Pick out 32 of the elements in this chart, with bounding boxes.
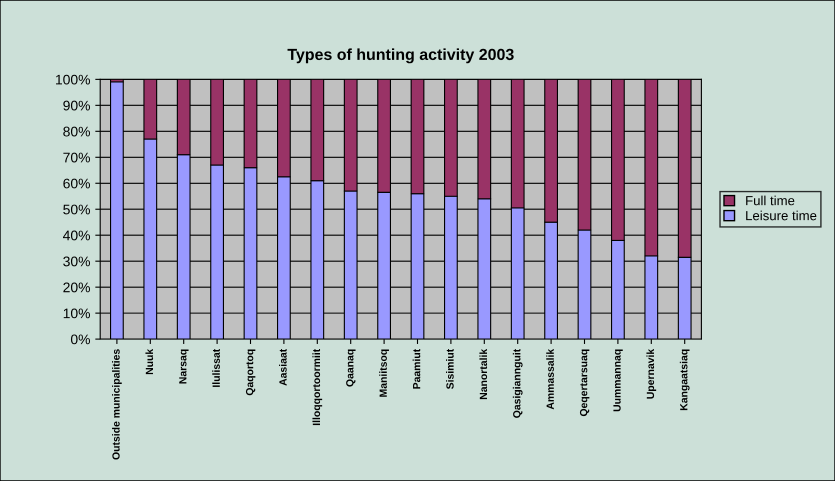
x-tick-label: Outside municipalities (112, 349, 122, 460)
y-tick-label: 70% (63, 152, 90, 162)
x-tick-label: Sisimiut (446, 348, 454, 390)
y-tick-label: 90% (63, 100, 90, 111)
x-tick-label: Upernavik (646, 348, 656, 399)
x-tick-label: Aasiaat (279, 348, 287, 386)
y-tick-label: 60% (63, 178, 90, 188)
x-tick-label: Qaanaq (346, 350, 356, 387)
x-tick-label: Qasigiannguit (512, 348, 523, 418)
x-tick-label: Narsaq (179, 350, 189, 384)
x-tick-label: Illoqqortoormiit (312, 348, 322, 426)
legend-label: Full time (746, 196, 794, 206)
y-tick-label: 20% (63, 282, 90, 292)
y-tick-label: 50% (63, 204, 90, 214)
chart-title: Types of hunting activity 2003 (288, 48, 514, 64)
y-tick-label: 80% (63, 126, 90, 136)
y-tick-label: 40% (63, 230, 90, 240)
y-tick-label: 10% (64, 308, 90, 318)
x-tick-label: Nanortalik (479, 348, 488, 400)
legend-label: Leisure time (746, 210, 816, 220)
x-tick-label: Qeqertarsuaq (580, 350, 590, 416)
x-tick-label: Ammassalik (546, 348, 554, 410)
x-tick-label: Maniitsoq (379, 350, 389, 397)
x-tick-label: Paamiut (412, 348, 420, 389)
x-tick-label: Ilulissat (212, 348, 220, 387)
x-tick-label: Uummannaq (613, 350, 623, 412)
x-tick-label: Nuuk (145, 348, 154, 374)
y-tick-label: 0% (70, 334, 90, 344)
x-tick-label: Kangaatsiaq (680, 350, 690, 410)
x-tick-label: Qaqortoq (246, 350, 256, 396)
y-tick-label: 30% (63, 256, 90, 266)
y-tick-label: 100% (56, 74, 90, 85)
